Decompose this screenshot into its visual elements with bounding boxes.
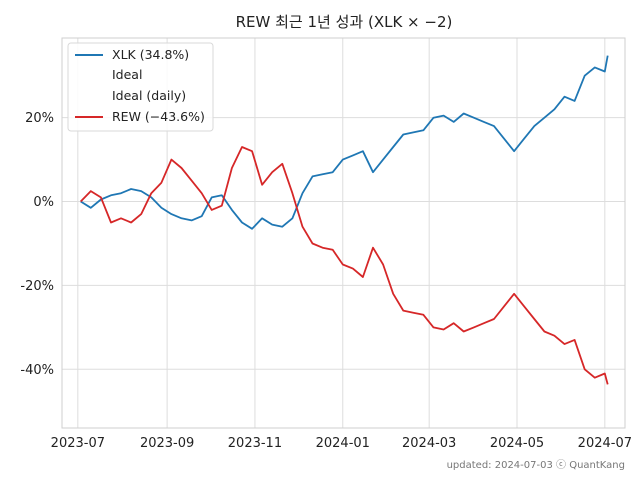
series-layer xyxy=(80,55,609,385)
legend-box xyxy=(67,42,214,132)
y-tick-label: 20% xyxy=(25,111,54,126)
tick-labels: -40% -20% 0% 20% 2023-07 2023-09 2023-11 2024-0… xyxy=(20,111,632,451)
series-line-rew xyxy=(80,146,609,385)
x-tick-label: 2024-03 xyxy=(402,436,456,451)
chart-title: REW 최근 1년 성과 (XLK × −2) xyxy=(236,13,453,31)
legend-label-xlk: XLK (34.8%) xyxy=(112,47,189,62)
series-line-xlk xyxy=(80,55,609,230)
x-tick-label: 2024-05 xyxy=(490,436,544,451)
legend-label-ideal: Ideal xyxy=(112,67,142,82)
x-tick-label: 2023-11 xyxy=(228,436,282,451)
y-tick-label: -40% xyxy=(20,363,54,378)
y-tick-label: -20% xyxy=(20,279,54,294)
x-tick-label: 2024-07 xyxy=(578,436,632,451)
legend: XLK (34.8%) Ideal Ideal (daily) REW (−43… xyxy=(67,42,214,132)
legend-label-ideal-daily: Ideal (daily) xyxy=(112,88,186,103)
y-tick-label: 0% xyxy=(33,195,54,210)
x-tick-label: 2023-07 xyxy=(51,436,105,451)
x-tick-label: 2023-09 xyxy=(140,436,194,451)
footer-note: updated: 2024-07-03 ⓒ QuantKang xyxy=(447,459,625,471)
plot-frame xyxy=(61,37,626,429)
legend-label-rew: REW (−43.6%) xyxy=(112,109,205,124)
x-tick-label: 2024-01 xyxy=(316,436,370,451)
